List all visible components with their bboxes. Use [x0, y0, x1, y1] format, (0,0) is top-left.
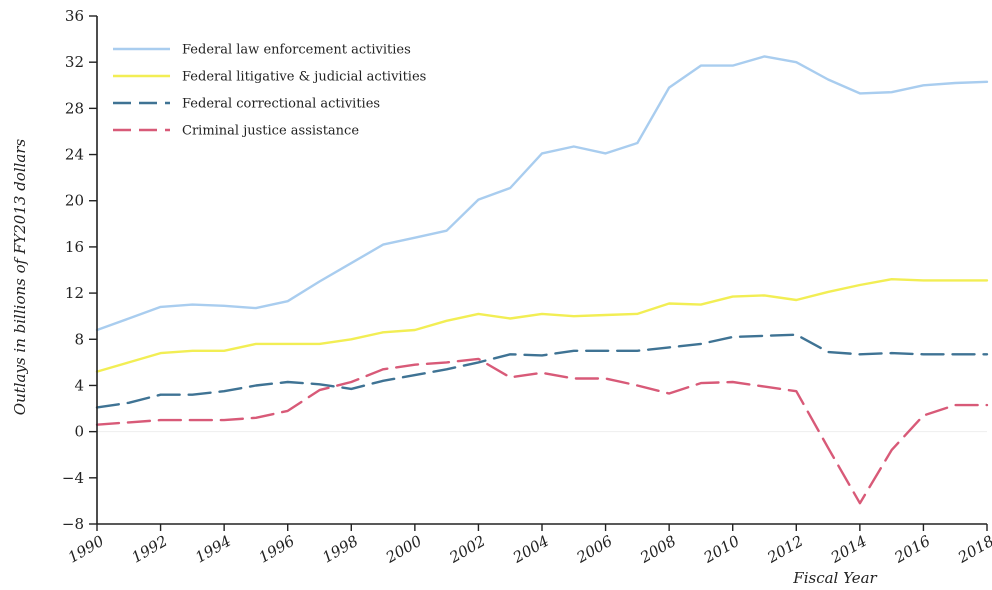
x-axis-title: Fiscal Year — [792, 569, 877, 587]
legend-label-federal-correctional-activities: Federal correctional activities — [182, 97, 380, 112]
x-tick-label: 2006 — [573, 532, 616, 567]
series-line-federal-law-enforcement-activities — [95, 55, 989, 332]
plot-area — [95, 55, 989, 505]
y-tick-label: −4 — [62, 469, 84, 487]
x-tick-label: 2018 — [954, 532, 992, 567]
x-tick-label: 1994 — [192, 532, 234, 567]
x-tick-label: 2016 — [890, 532, 933, 567]
x-tick-label: 2008 — [636, 532, 679, 567]
x-tick-label: 2004 — [509, 532, 552, 567]
x-tick-label: 1996 — [256, 532, 298, 567]
y-tick-label: 12 — [65, 284, 84, 302]
y-tick-label: 32 — [65, 53, 84, 71]
x-tick-label: 2000 — [382, 532, 425, 567]
x-tick-label: 2010 — [700, 532, 743, 567]
y-tick-label: 20 — [65, 192, 84, 210]
x-tick-label: 2012 — [763, 532, 806, 567]
legend: Federal law enforcement activities Federa… — [113, 43, 426, 139]
x-tick-label: 1990 — [65, 532, 107, 567]
y-tick-label: 4 — [74, 376, 84, 394]
y-tick-label: 0 — [74, 423, 84, 441]
y-tick-label: 28 — [65, 99, 84, 117]
y-tick-label: 8 — [74, 330, 84, 348]
y-tick-label: 36 — [65, 7, 84, 25]
legend-label-criminal-justice-assistance: Criminal justice assistance — [182, 124, 359, 139]
x-axis-ticks: 1990 1992 1994 1996 1998 2000 2002 2004 2006 2008… — [65, 524, 992, 567]
y-tick-label: 24 — [65, 146, 84, 164]
y-axis-title: Outlays in billions of FY2013 dollars — [11, 138, 29, 415]
y-tick-label: 16 — [65, 238, 84, 256]
series-line-federal-correctional-activities — [95, 333, 989, 409]
series-line-federal-litigative-judicial-activities — [95, 278, 989, 373]
series-line-criminal-justice-assistance — [95, 357, 989, 505]
x-tick-label: 2002 — [445, 532, 488, 567]
legend-label-federal-law-enforcement-activities: Federal law enforcement activities — [182, 43, 411, 58]
y-axis-ticks: −8 −4 0 4 8 12 16 20 24 28 32 36 — [62, 7, 97, 533]
legend-label-federal-litigative-judicial-activities: Federal litigative & judicial activities — [182, 70, 426, 85]
x-tick-label: 2014 — [827, 532, 870, 567]
x-tick-label: 1998 — [319, 532, 361, 567]
y-tick-label: −8 — [62, 515, 84, 533]
x-tick-label: 1992 — [129, 532, 171, 567]
